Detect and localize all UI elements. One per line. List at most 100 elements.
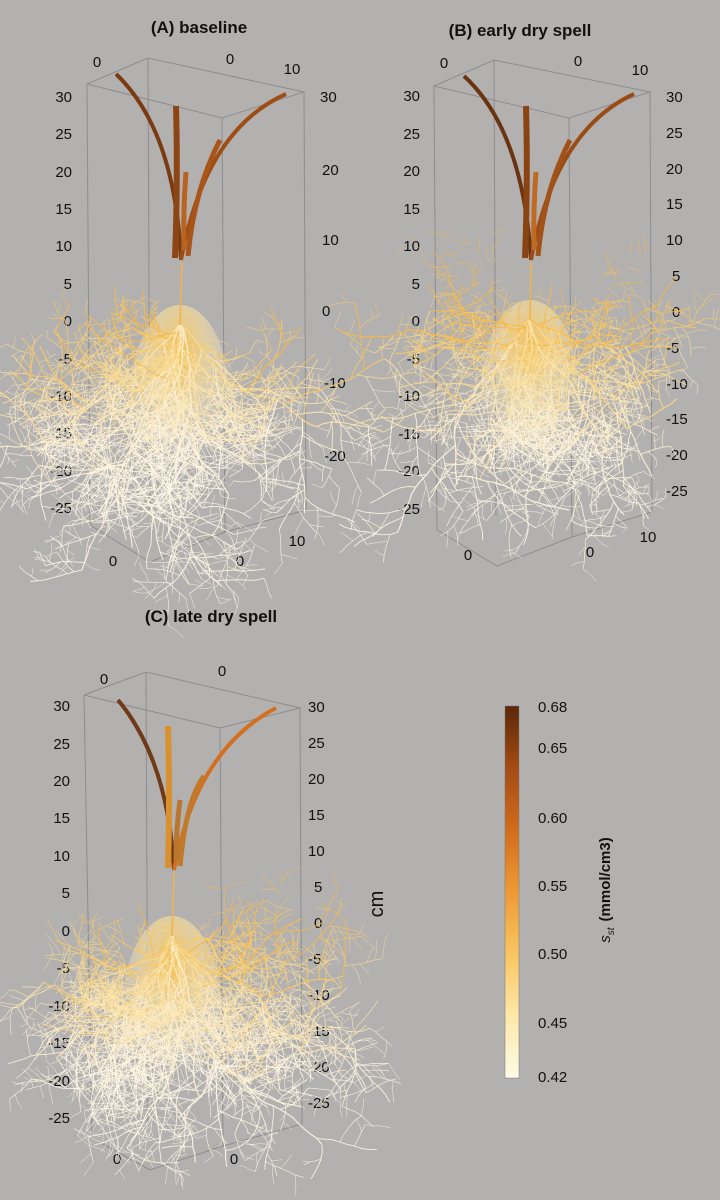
panel-c-title: (C) late dry spell [145, 607, 277, 626]
root-segment [148, 306, 159, 316]
root-segment [99, 406, 120, 416]
root-segment [44, 359, 55, 364]
root-segment [198, 429, 209, 448]
root-segment [87, 368, 104, 389]
root-segment [53, 331, 69, 345]
root-segment [144, 582, 157, 599]
root-segment [133, 591, 150, 594]
tick-label: -20 [324, 448, 346, 465]
root-segment [190, 520, 199, 526]
root-segment [654, 358, 664, 361]
root-segment [197, 480, 206, 486]
tick-label: 0 [236, 553, 244, 570]
root-segment [321, 468, 333, 489]
root-segment [23, 490, 41, 505]
root-segment [84, 323, 167, 379]
root-segment [179, 558, 190, 574]
root-segment [132, 350, 141, 352]
root-segment [27, 1067, 44, 1082]
root-segment [190, 355, 196, 371]
root-segment [453, 525, 459, 547]
root-segment [39, 414, 56, 435]
root-segment [216, 596, 231, 601]
root-segment [188, 445, 204, 459]
root-segment [6, 420, 19, 427]
root-segment [405, 366, 417, 372]
root-segment [488, 276, 492, 299]
root-segment [295, 359, 319, 389]
root-segment [449, 234, 462, 251]
root-segment [0, 500, 5, 504]
root-segment [96, 369, 122, 383]
root-segment [58, 383, 61, 395]
root-segment [9, 370, 86, 409]
root-segment [288, 461, 306, 482]
panel-c: (C) late dry spell 30 25 20 15 10 5 0 -5… [0, 607, 402, 1196]
root-segment [178, 592, 180, 603]
root-segment [221, 496, 236, 500]
root-segment [33, 548, 39, 558]
root-segment [15, 346, 29, 377]
tick-label: 20 [53, 773, 70, 790]
root-segment [115, 394, 136, 402]
root-segment [171, 550, 180, 557]
root-segment [269, 444, 274, 451]
root-segment [295, 381, 302, 391]
root-segment [214, 411, 235, 429]
root-segment [666, 319, 697, 329]
root-segment [63, 436, 75, 439]
root-segment [51, 494, 67, 508]
root-segment [19, 428, 27, 443]
tick-label: 20 [322, 162, 339, 179]
root-segment [32, 428, 45, 433]
root-segment [457, 314, 462, 328]
panel-b-title: (B) early dry spell [449, 21, 592, 40]
root-segment [221, 413, 223, 431]
root-segment [174, 517, 179, 524]
panel-a-top-ticks: 0 0 10 [93, 51, 301, 78]
root-segment [271, 478, 295, 490]
tick-label: 30 [53, 698, 70, 715]
root-segment [399, 324, 411, 326]
root-segment [582, 568, 597, 582]
root-segment [195, 388, 213, 408]
root-segment [0, 371, 28, 375]
root-segment [21, 336, 47, 377]
root-segment [127, 340, 185, 396]
root-segment [189, 593, 196, 609]
root-segment [56, 396, 60, 411]
root-segment [71, 400, 84, 412]
root-segment [89, 459, 93, 484]
root-segment [41, 505, 65, 509]
root-segment [201, 579, 213, 585]
root-segment [244, 449, 259, 463]
root-segment [5, 453, 17, 468]
root-segment [260, 475, 273, 501]
root-segment [678, 347, 688, 368]
root-segment [189, 493, 196, 503]
root-segment [38, 353, 56, 364]
tick-label: 0 [93, 54, 101, 71]
root-segment [511, 518, 529, 526]
root-segment [68, 502, 82, 513]
root-segment [192, 437, 196, 467]
root-segment [143, 350, 151, 365]
root-segment [276, 434, 297, 457]
root-segment [596, 354, 599, 365]
root-segment [519, 508, 531, 517]
root-segment [234, 347, 238, 358]
root-segment [101, 317, 109, 325]
root-segment [126, 490, 143, 501]
root-segment [163, 456, 181, 468]
root-segment [169, 562, 174, 571]
root-segment [162, 447, 171, 455]
root-segment [350, 344, 363, 358]
root-segment [74, 439, 85, 451]
root-segment [12, 369, 18, 380]
root-segment [246, 326, 259, 331]
root-segment [45, 933, 61, 955]
root-segment [212, 475, 222, 497]
root-segment [624, 252, 644, 255]
root-segment [273, 433, 287, 458]
root-segment [68, 458, 80, 470]
